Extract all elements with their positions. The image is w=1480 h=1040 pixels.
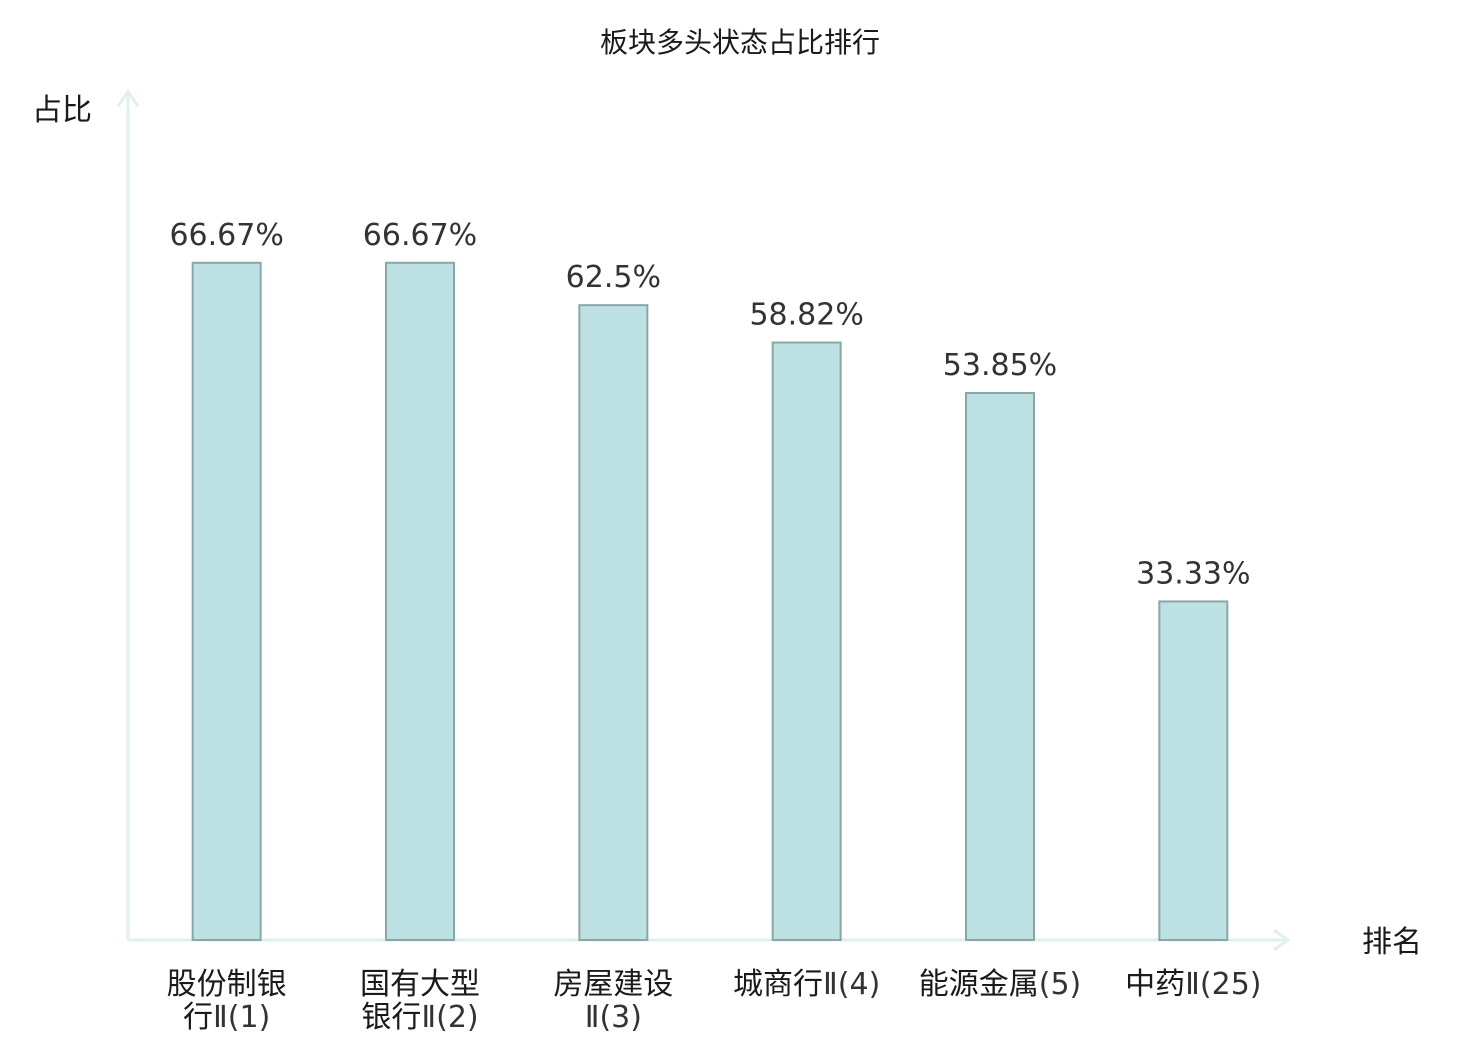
category-label: Ⅱ(3): [585, 1000, 642, 1035]
category-label: 城商行Ⅱ(4): [733, 967, 880, 1002]
category-label: 银行Ⅱ(2): [361, 1000, 478, 1035]
category-rank: Ⅱ(1): [213, 1000, 270, 1035]
bar-series: [191, 261, 1229, 942]
bar-value-label: 66.67%: [363, 218, 477, 253]
y-axis-label: 占比: [32, 93, 92, 128]
bar: [1158, 600, 1229, 941]
category-name: 股份制银: [167, 967, 287, 1002]
bar-value-label: 58.82%: [749, 298, 863, 333]
category-name: 银行: [361, 1000, 421, 1035]
category-label: 行Ⅱ(1): [183, 1000, 270, 1035]
category-label: 国有大型: [360, 967, 480, 1002]
category-rank: (5): [1039, 967, 1082, 1002]
bar: [771, 341, 842, 942]
bar-value-label: 33.33%: [1136, 556, 1250, 591]
category-name: 国有大型: [360, 967, 480, 1002]
value-labels: 66.67% 66.67% 62.5% 58.82% 53.85% 33.33%: [169, 218, 1250, 592]
category-label: 股份制银: [167, 967, 287, 1002]
y-axis-arrow: [116, 89, 140, 107]
x-axis-arrow: [1273, 928, 1291, 952]
category-label: 能源金属(5): [919, 967, 1082, 1002]
bar-value-label: 53.85%: [943, 348, 1057, 383]
category-rank: Ⅱ(3): [585, 1000, 642, 1035]
category-rank: Ⅱ(2): [421, 1000, 478, 1035]
x-axis-label: 排名: [1362, 925, 1422, 960]
category-rank: Ⅱ(25): [1185, 967, 1261, 1002]
bar: [191, 261, 262, 941]
bar: [578, 304, 649, 942]
category-label: 房屋建设: [553, 967, 673, 1002]
bar-value-label: 62.5%: [566, 260, 661, 295]
category-name: 房屋建设: [553, 967, 673, 1002]
x-axis: [128, 928, 1291, 952]
chart-title: 板块多头状态占比排行: [600, 26, 880, 59]
category-rank: Ⅱ(4): [823, 967, 880, 1002]
bar: [385, 261, 455, 941]
bar-value-label: 66.67%: [169, 218, 283, 253]
category-label: 中药Ⅱ(25): [1125, 967, 1261, 1002]
category-name: 能源金属: [919, 967, 1039, 1002]
category-name: 城商行: [733, 967, 823, 1002]
category-name: 中药: [1125, 967, 1185, 1002]
category-name: 行: [183, 1000, 213, 1035]
bar: [965, 392, 1035, 942]
y-axis: [116, 89, 140, 940]
